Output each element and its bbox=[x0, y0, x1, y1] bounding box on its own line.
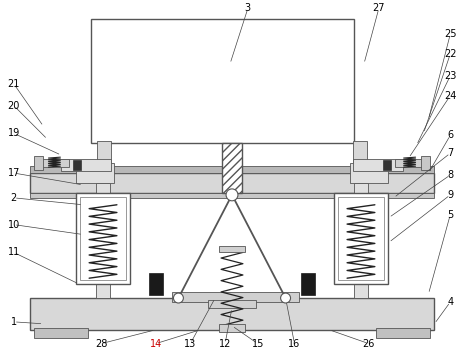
Bar bbox=[419, 156, 430, 170]
Bar bbox=[91, 19, 353, 143]
Text: 12: 12 bbox=[219, 339, 231, 349]
Bar bbox=[33, 328, 88, 338]
Bar bbox=[30, 193, 433, 198]
Text: 7: 7 bbox=[446, 148, 452, 158]
Bar bbox=[338, 197, 383, 280]
Bar bbox=[30, 166, 433, 173]
Text: 15: 15 bbox=[251, 339, 263, 349]
Bar bbox=[30, 298, 433, 330]
Text: 3: 3 bbox=[244, 3, 250, 13]
Bar bbox=[382, 160, 390, 170]
Text: 10: 10 bbox=[7, 220, 20, 229]
Bar bbox=[80, 197, 125, 280]
Text: 1: 1 bbox=[11, 317, 17, 327]
Bar bbox=[61, 159, 111, 171]
Text: 8: 8 bbox=[446, 170, 452, 180]
Bar bbox=[219, 324, 244, 332]
Bar bbox=[76, 193, 130, 284]
Bar bbox=[97, 141, 111, 163]
Text: 14: 14 bbox=[149, 339, 162, 349]
Bar bbox=[30, 173, 433, 193]
Text: 16: 16 bbox=[288, 339, 300, 349]
Bar bbox=[352, 141, 366, 163]
Text: 19: 19 bbox=[7, 128, 20, 138]
Text: 25: 25 bbox=[443, 29, 456, 39]
Text: 26: 26 bbox=[362, 339, 374, 349]
Text: 5: 5 bbox=[446, 210, 452, 220]
Text: 17: 17 bbox=[7, 168, 20, 178]
Bar bbox=[375, 328, 430, 338]
Text: 6: 6 bbox=[446, 130, 452, 140]
Circle shape bbox=[225, 189, 238, 201]
Bar bbox=[349, 163, 387, 183]
Text: 20: 20 bbox=[7, 101, 20, 110]
Text: 23: 23 bbox=[443, 71, 456, 81]
Bar bbox=[148, 273, 162, 295]
Text: 21: 21 bbox=[7, 79, 20, 89]
Text: 28: 28 bbox=[94, 339, 107, 349]
Bar bbox=[208, 300, 255, 308]
Bar bbox=[352, 159, 402, 171]
Text: 22: 22 bbox=[443, 49, 456, 59]
Bar bbox=[222, 143, 241, 193]
Circle shape bbox=[280, 293, 290, 303]
Text: 9: 9 bbox=[446, 190, 452, 200]
Bar bbox=[333, 193, 387, 284]
Text: 4: 4 bbox=[446, 297, 452, 307]
Bar bbox=[76, 163, 114, 183]
Text: 24: 24 bbox=[443, 91, 456, 101]
Bar bbox=[219, 246, 244, 252]
Bar bbox=[301, 273, 315, 295]
Bar bbox=[33, 156, 44, 170]
Bar bbox=[394, 159, 424, 167]
Text: 2: 2 bbox=[11, 193, 17, 203]
Bar bbox=[73, 160, 81, 170]
Circle shape bbox=[173, 293, 183, 303]
Bar bbox=[39, 159, 69, 167]
Text: 13: 13 bbox=[184, 339, 196, 349]
Bar bbox=[172, 292, 299, 302]
Bar bbox=[353, 183, 367, 298]
Text: 27: 27 bbox=[372, 3, 384, 13]
Bar bbox=[96, 183, 110, 298]
Text: 11: 11 bbox=[7, 247, 20, 257]
